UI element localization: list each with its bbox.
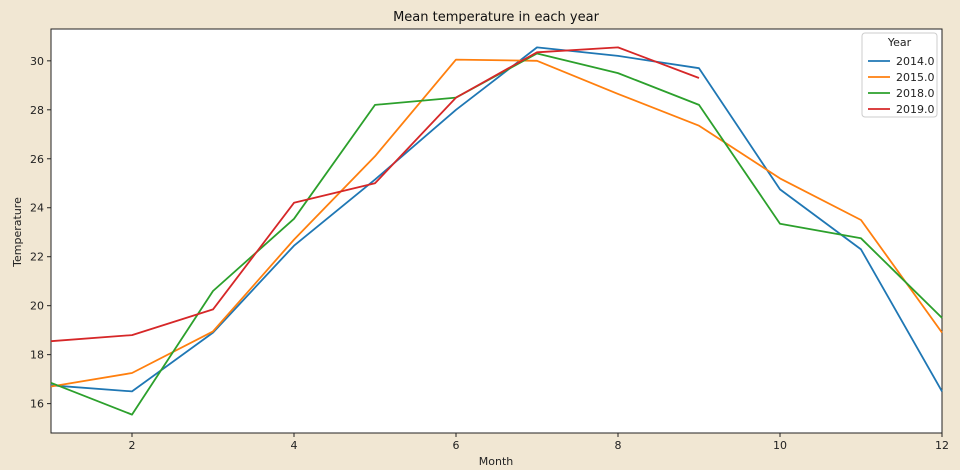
x-tick-label: 12	[935, 439, 949, 452]
y-tick-label: 28	[30, 104, 44, 117]
y-tick-label: 30	[30, 55, 44, 68]
series-line-2014-0	[50, 46, 943, 393]
legend-entry: 2018.0	[896, 87, 935, 100]
y-tick-label: 26	[30, 153, 44, 166]
legend-entry: 2014.0	[896, 55, 935, 68]
x-axis-label: Month	[479, 455, 514, 468]
y-tick-label: 22	[30, 251, 44, 264]
chart-title: Mean temperature in each year	[393, 10, 600, 25]
series-line-2015-0	[50, 58, 943, 388]
x-tick-label: 4	[291, 439, 298, 452]
legend-entry: 2019.0	[896, 103, 935, 116]
plot-area	[50, 28, 943, 434]
legend-entry: 2015.0	[896, 71, 935, 84]
y-axis-label: Temperature	[11, 197, 24, 268]
x-tick-label: 6	[453, 439, 460, 452]
x-tick-label: 10	[773, 439, 787, 452]
x-tick-label: 2	[129, 439, 136, 452]
y-tick-label: 20	[30, 300, 44, 313]
series-group	[50, 46, 943, 416]
y-tick-label: 18	[30, 349, 44, 362]
series-line-2019-0	[50, 46, 700, 343]
legend-title: Year	[887, 36, 912, 49]
y-tick-label: 24	[30, 202, 44, 215]
x-axis: 2 4 6 8 10 12	[129, 433, 949, 452]
x-tick-label: 8	[615, 439, 622, 452]
legend: Year 2014.0 2015.0 2018.0 2019.0	[861, 32, 938, 118]
y-tick-label: 16	[30, 398, 44, 411]
y-axis: 16 18 20 22 24 26 28 30	[30, 55, 51, 411]
legend-box	[861, 32, 938, 118]
